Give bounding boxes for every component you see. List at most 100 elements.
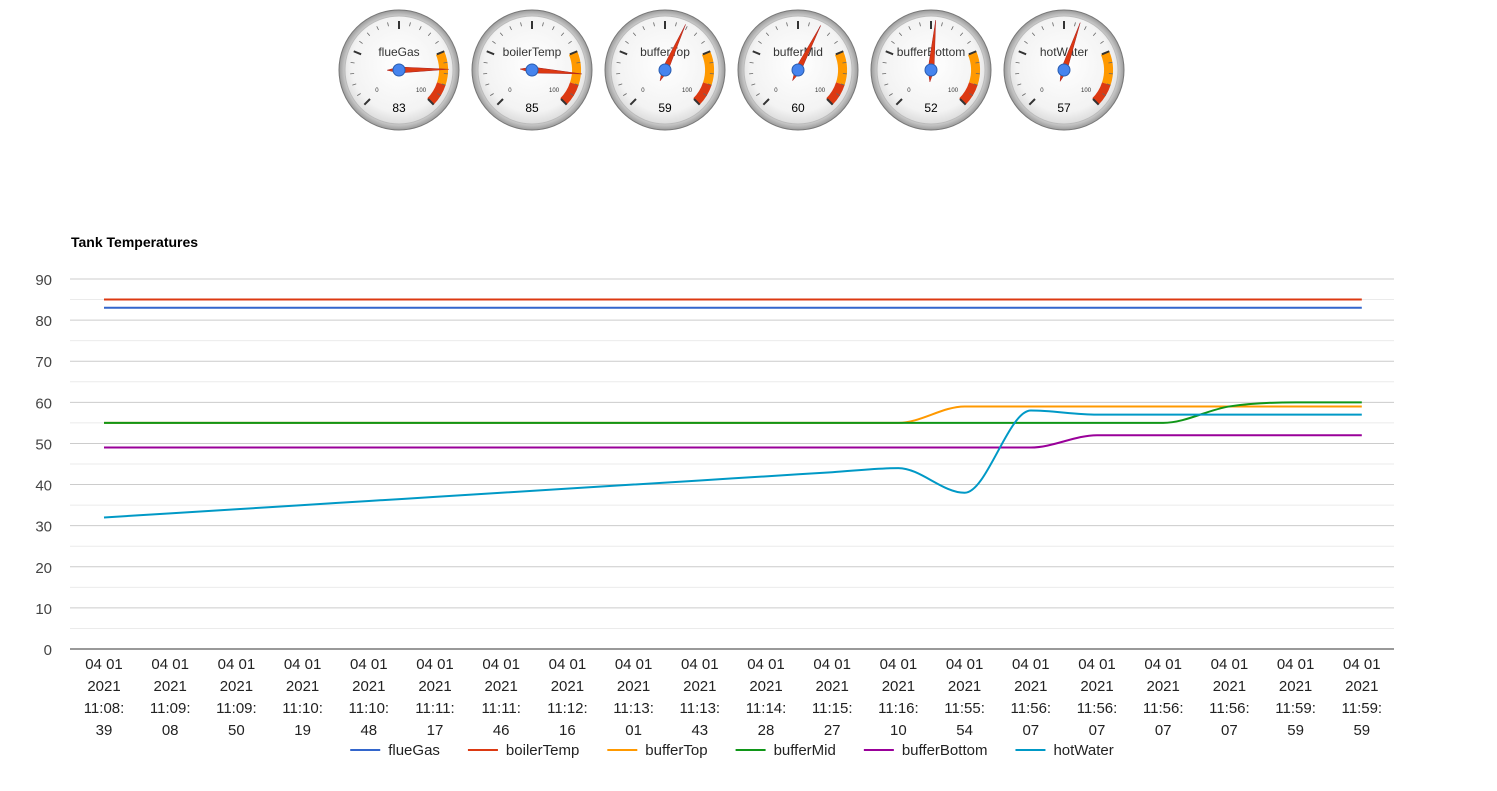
x-tick-label-line: 11:59:: [1342, 700, 1383, 717]
x-tick-label-line: 07: [1022, 722, 1039, 739]
x-tick-label: 04 01 2021 11:55: 54: [944, 656, 985, 739]
x-tick-label-line: 2021: [1147, 678, 1180, 695]
gauge-minor-tick: [1084, 26, 1087, 31]
gauge-max-label: 100: [948, 88, 959, 94]
y-tick-label: 0: [44, 642, 52, 659]
gauge-boilerTemp: 0 100 boilerTemp 85: [471, 9, 593, 131]
x-tick-label-line: 2021: [683, 678, 716, 695]
gauge-minor-tick: [560, 32, 565, 37]
series-line-hotWater: [103, 409, 1362, 519]
x-tick-label-line: 04 01: [482, 656, 520, 673]
x-tick-label-line: 07: [1221, 722, 1238, 739]
x-tick-label-line: 08: [162, 722, 179, 739]
gauge-minor-tick: [1015, 61, 1020, 64]
gauge-minor-tick: [765, 32, 770, 37]
chart-title: Tank Temperatures: [71, 234, 198, 250]
gauge-minor-tick: [443, 61, 448, 64]
legend-item-hotWater[interactable]: hotWater: [1015, 742, 1114, 759]
x-tick-label-line: 04 01: [1144, 656, 1182, 673]
gauge-minor-tick: [959, 32, 964, 37]
gauge-minor-tick: [435, 40, 439, 44]
legend-label: bufferTop: [645, 742, 707, 759]
gauge-minor-tick: [1017, 83, 1022, 86]
gauge-minor-tick: [941, 22, 943, 27]
x-tick-label-line: 50: [228, 722, 245, 739]
gauge-yellow-band: [1100, 51, 1113, 86]
gauge-minor-tick: [1100, 40, 1104, 44]
x-tick-label-line: 59: [1287, 722, 1304, 739]
gauge-min-label: 0: [774, 88, 778, 94]
gauge-minor-tick: [441, 83, 446, 86]
x-tick-label: 04 01 2021 11:56: 07: [1077, 656, 1118, 739]
x-tick-label-line: 2021: [1080, 678, 1113, 695]
x-tick-label-line: 2021: [1014, 678, 1047, 695]
gauge-minor-tick: [485, 83, 490, 86]
gauge-minor-tick: [709, 61, 714, 64]
y-tick-label: 50: [35, 436, 52, 453]
x-tick-label-line: 11:56:: [1077, 700, 1118, 717]
x-tick-label-line: 04 01: [416, 656, 454, 673]
gauge-max-label: 100: [416, 88, 427, 94]
gauge-major-tick: [693, 98, 701, 106]
gauge-minor-tick: [775, 26, 778, 31]
x-tick-label-line: 11:15:: [812, 700, 853, 717]
gauge-minor-tick: [882, 61, 887, 64]
gauge-major-tick: [353, 50, 362, 56]
x-tick-label-line: 04 01: [1277, 656, 1315, 673]
gauge-minor-tick: [1092, 32, 1097, 37]
gauge-minor-tick: [490, 93, 494, 96]
y-tick-label: 40: [35, 478, 52, 495]
gauge-minor-tick: [756, 93, 760, 96]
gauge-red-band: [427, 82, 446, 105]
x-tick-label-line: 2021: [154, 678, 187, 695]
gauge-major-tick: [885, 50, 894, 56]
x-tick-label-line: 10: [890, 722, 907, 739]
x-tick-label-line: 43: [691, 722, 708, 739]
x-tick-label-line: 04 01: [1078, 656, 1116, 673]
gauge-min-label: 0: [375, 88, 379, 94]
gauge-major-tick: [762, 98, 770, 106]
gauge-minor-tick: [834, 40, 838, 44]
gauge-red-band: [693, 82, 712, 105]
x-tick-label-line: 04 01: [747, 656, 785, 673]
gauge-major-tick: [619, 50, 628, 56]
gauge-major-tick: [486, 50, 495, 56]
x-tick-label-line: 2021: [948, 678, 981, 695]
legend-label: hotWater: [1053, 742, 1113, 759]
gauge-minor-tick: [675, 22, 677, 27]
legend-item-bufferTop[interactable]: bufferTop: [607, 742, 708, 759]
x-tick-label-line: 11:11:: [481, 700, 520, 717]
legend-item-boilerTemp[interactable]: boilerTemp: [467, 742, 579, 759]
legend-item-flueGas[interactable]: flueGas: [350, 742, 440, 759]
x-tick-label-line: 04 01: [85, 656, 123, 673]
gauge-minor-tick: [387, 22, 389, 27]
gauge-minor-tick: [618, 83, 623, 86]
gauge-minor-tick: [884, 83, 889, 86]
gauge-major-tick: [959, 98, 967, 106]
gauge-red-band: [959, 82, 978, 105]
gauge-label: bufferTop: [640, 45, 690, 59]
x-tick-label: 04 01 2021 11:10: 48: [349, 656, 390, 739]
x-tick-label-line: 2021: [749, 678, 782, 695]
gauge-minor-tick: [419, 26, 422, 31]
gauge-minor-tick: [427, 32, 432, 37]
gauge-hub: [658, 63, 672, 77]
gauge-major-tick: [826, 98, 834, 106]
x-tick-label-line: 11:10:: [349, 700, 390, 717]
x-tick-label: 04 01 2021 11:09: 50: [216, 656, 257, 739]
gauge-yellow-band: [834, 51, 847, 86]
gauge-major-tick: [752, 50, 761, 56]
x-tick-label: 04 01 2021 11:16: 10: [878, 656, 919, 739]
x-tick-label-line: 59: [1353, 722, 1370, 739]
gauge-label: boilerTemp: [503, 45, 562, 59]
gauge-minor-tick: [808, 22, 810, 27]
legend-item-bufferBottom[interactable]: bufferBottom: [863, 742, 988, 759]
x-tick-label-line: 11:59:: [1275, 700, 1316, 717]
legend-item-bufferMid[interactable]: bufferMid: [735, 742, 836, 759]
gauge-minor-tick: [520, 22, 522, 27]
gauge-minor-tick: [1108, 61, 1113, 64]
y-tick-label: 10: [35, 601, 52, 618]
gauge-minor-tick: [542, 22, 544, 27]
gauge-minor-tick: [969, 93, 973, 96]
